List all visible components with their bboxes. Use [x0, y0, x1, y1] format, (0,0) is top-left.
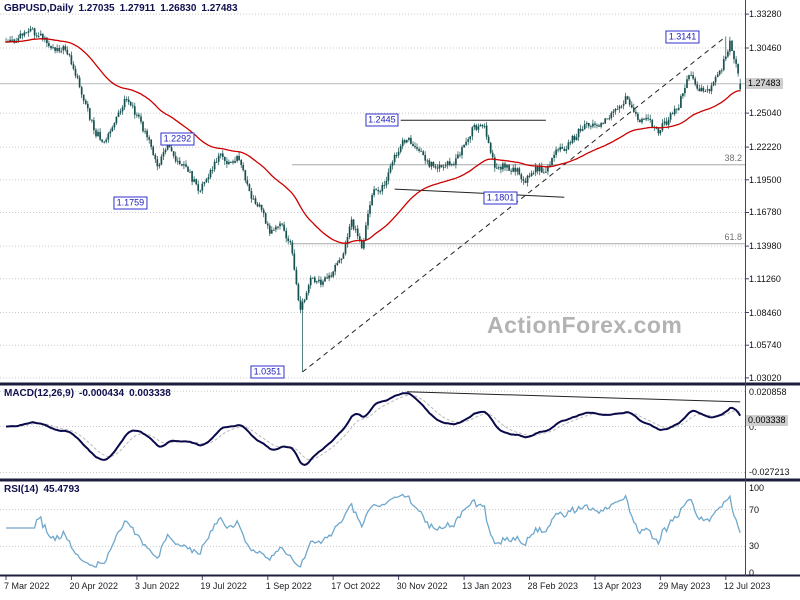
date-axis-label: 13 Apr 2023 — [592, 581, 642, 591]
macd-main-value: -0.000434 — [79, 388, 125, 399]
price-axis-label: 1.30460 — [749, 42, 782, 53]
price-annotation[interactable]: 1.3141 — [665, 30, 700, 44]
macd-current-badge: 0.003338 — [746, 414, 788, 426]
rsi-axis-label: 70 — [749, 504, 760, 515]
macd-axis-label: 0.020858 — [749, 387, 787, 397]
date-axis-label: 20 Apr 2022 — [69, 581, 118, 591]
price-axis-label: 1.11260 — [749, 273, 781, 284]
high-value: 1.27911 — [119, 3, 156, 14]
price-annotation[interactable]: 1.2292 — [160, 132, 195, 146]
rsi-value: 45.4793 — [43, 484, 80, 495]
rsi-axis-label: 0 — [749, 568, 755, 578]
current-price-badge: 1.27483 — [746, 77, 783, 89]
price-axis-label: 1.25040 — [749, 108, 782, 119]
date-axis-label: 30 Nov 2022 — [396, 581, 448, 591]
price-annotation[interactable]: 1.0351 — [250, 365, 285, 379]
price-axis-label: 1.22220 — [749, 142, 782, 153]
date-axis-label: 12 Jul 2023 — [723, 581, 771, 591]
price-axis-label: 1.03020 — [749, 372, 782, 383]
price-annotation[interactable]: 1.1759 — [113, 196, 148, 210]
date-axis-label: 17 Oct 2022 — [331, 581, 381, 591]
price-axis-label: 1.16780 — [749, 207, 782, 218]
macd-label: MACD(12,26,9) — [4, 388, 75, 399]
close-value: 1.27483 — [201, 3, 238, 14]
rsi-axis-label: 100 — [749, 483, 765, 493]
open-value: 1.27035 — [78, 3, 115, 14]
price-annotation[interactable]: 1.1801 — [483, 191, 518, 205]
price-annotation[interactable]: 1.2445 — [365, 113, 399, 127]
rsi-label: RSI(14) — [4, 484, 39, 495]
rsi-axis-label: 30 — [749, 541, 760, 552]
symbol-period-label: GBPUSD,Daily — [4, 3, 74, 14]
price-axis-label: 1.19500 — [749, 174, 782, 185]
date-axis-label: 1 Sep 2022 — [265, 581, 312, 591]
price-axis-label: 1.08460 — [749, 307, 782, 318]
date-axis-label: 3 Jun 2022 — [134, 581, 180, 591]
rsi-indicator-header: RSI(14) 45.4793 — [4, 484, 85, 495]
price-axis-label: 1.05740 — [749, 340, 782, 351]
low-value: 1.26830 — [160, 3, 197, 14]
macd-signal-value: 0.003338 — [129, 388, 171, 399]
macd-axis-label: -0.027213 — [749, 467, 790, 478]
fibonacci-level-label[interactable]: 38.2 — [724, 152, 742, 163]
symbol-ohlc-header: GBPUSD,Daily 1.27035 1.27911 1.26830 1.27483 — [4, 3, 243, 14]
date-axis-label: 28 Feb 2023 — [527, 581, 579, 591]
macd-indicator-header: MACD(12,26,9) -0.000434 0.003338 — [4, 388, 176, 399]
price-axis-label: 1.13980 — [749, 241, 782, 252]
macd-axis-label: 0. — [749, 421, 757, 432]
watermark: ActionForex.com — [487, 312, 683, 338]
date-axis-label: 7 Mar 2022 — [4, 581, 50, 591]
price-axis-label: 1.33280 — [749, 9, 782, 20]
date-axis-label: 13 Jan 2023 — [462, 581, 512, 591]
fibonacci-level-label[interactable]: 61.8 — [724, 231, 742, 242]
date-axis-label: 19 Jul 2022 — [200, 581, 247, 591]
date-axis-label: 29 May 2023 — [658, 581, 711, 591]
